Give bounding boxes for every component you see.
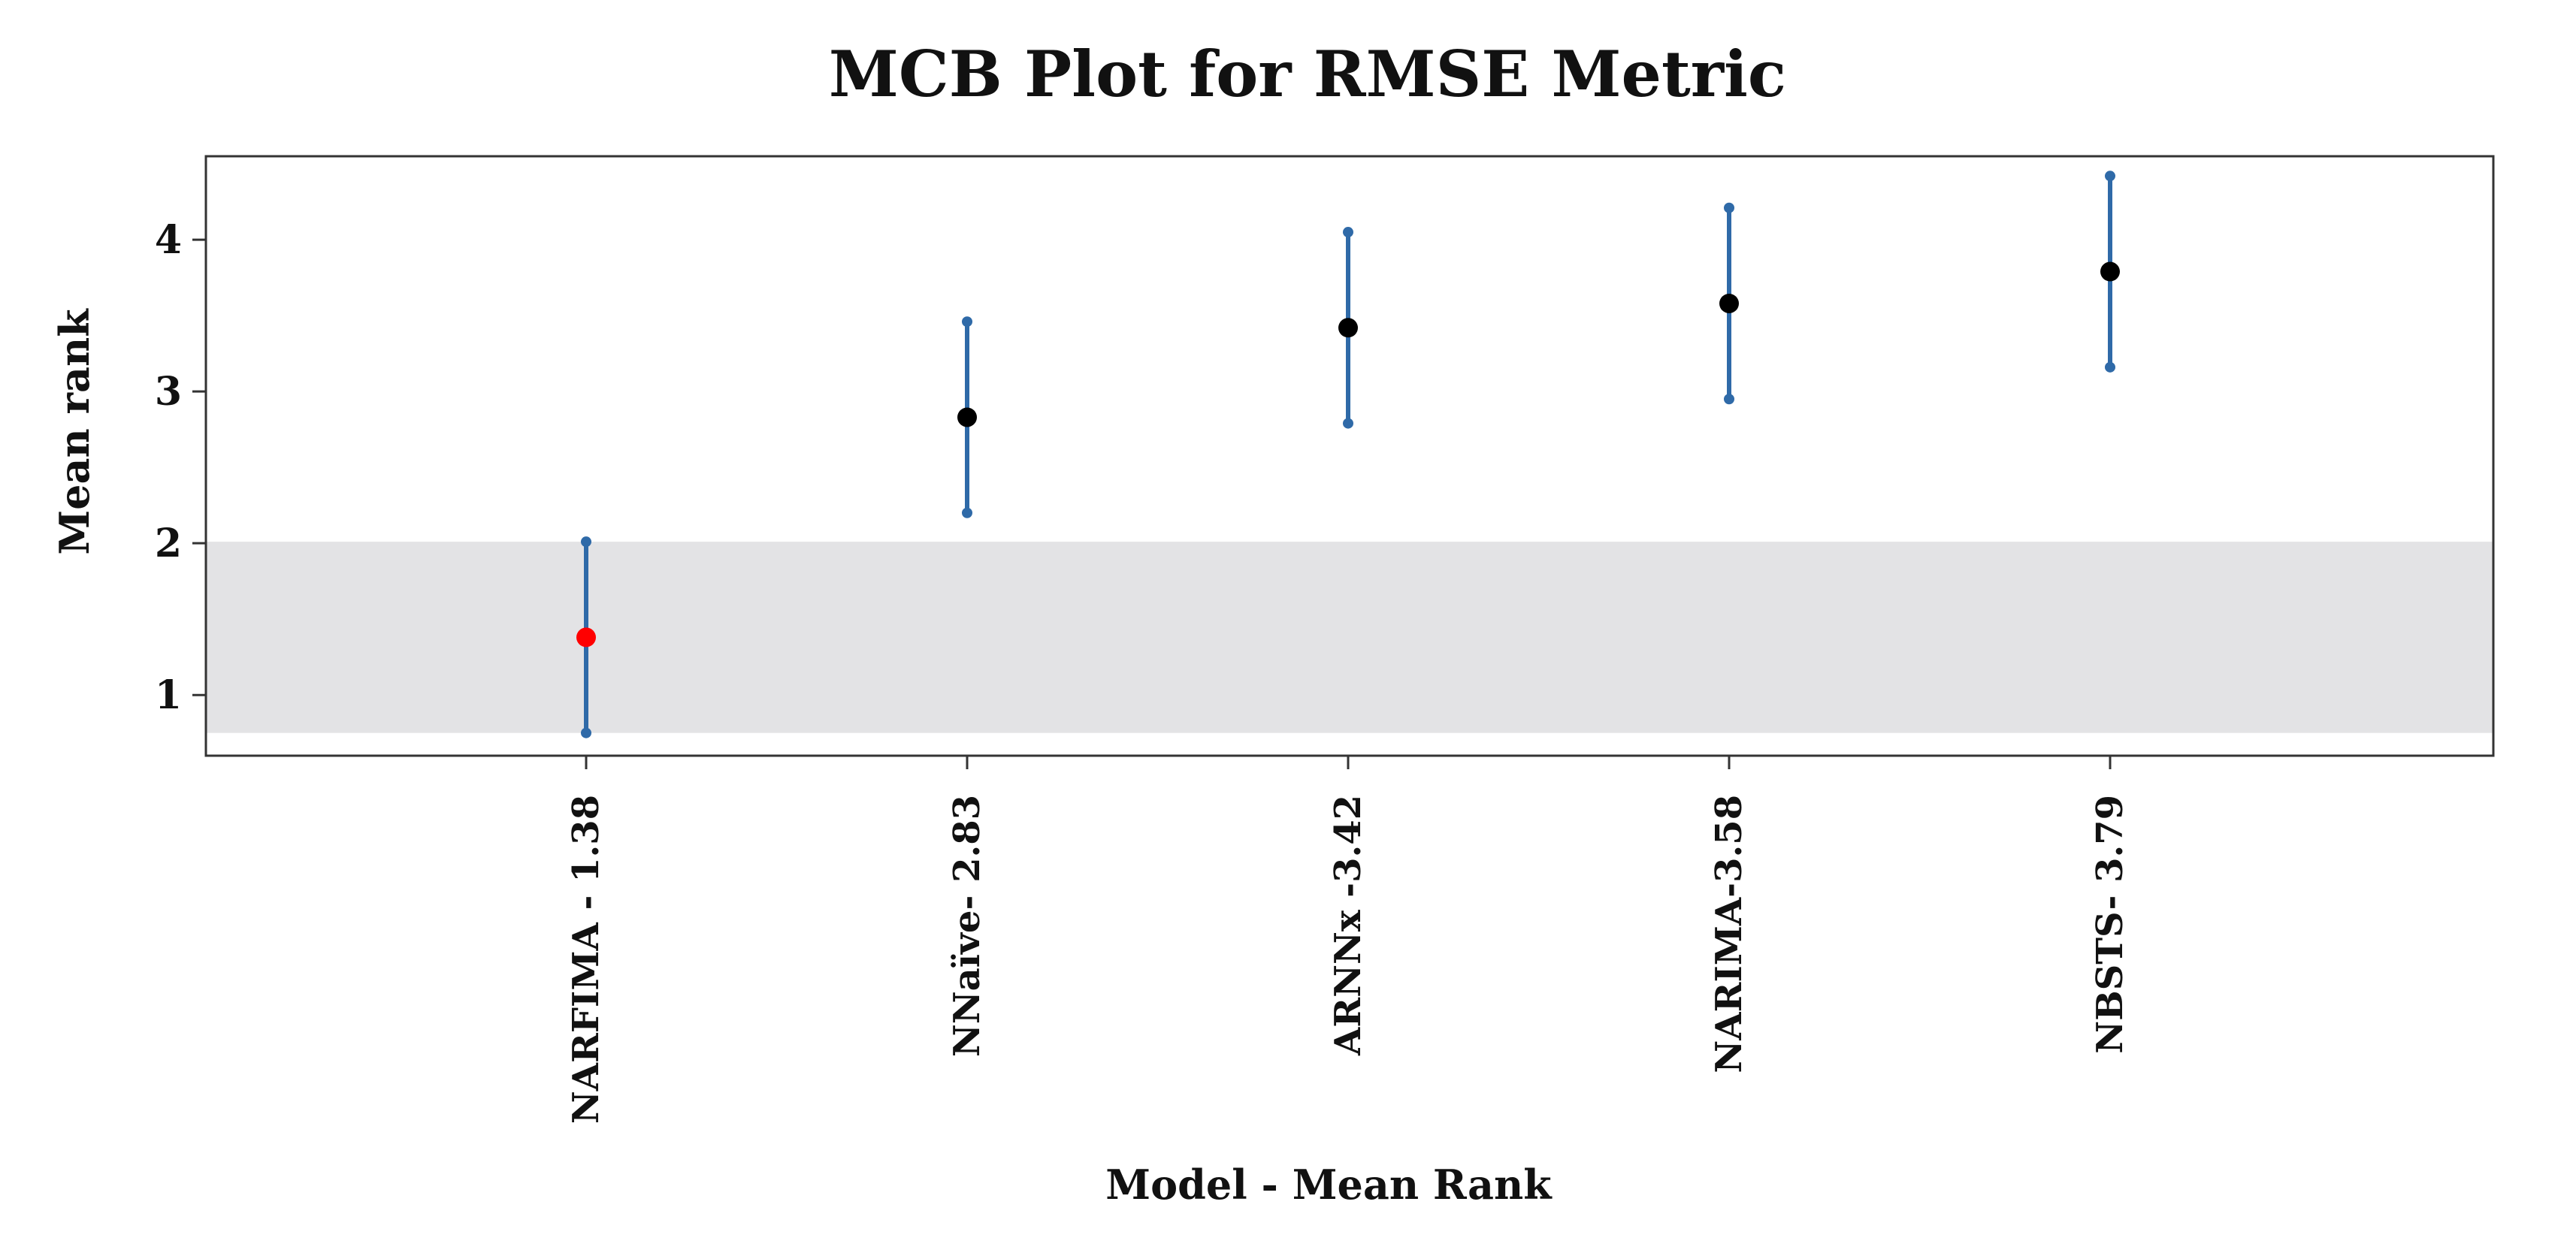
interval-lower-cap bbox=[581, 727, 591, 738]
interval-upper-cap bbox=[1724, 202, 1734, 213]
plot-frame bbox=[204, 155, 2495, 757]
y-tick-label: 3 bbox=[155, 369, 182, 415]
chart-marks bbox=[576, 171, 2120, 738]
y-tick-label: 2 bbox=[155, 521, 182, 566]
mean-point bbox=[2100, 261, 2120, 282]
interval-upper-cap bbox=[962, 316, 972, 328]
x-axis: NARFIMA - 1.38 NNaïve- 2.83 ARNNx -3.42 NAR… bbox=[565, 756, 2131, 1124]
x-tick-label: NNaïve- 2.83 bbox=[946, 795, 988, 1057]
mean-point bbox=[957, 407, 977, 427]
y-tick-label: 1 bbox=[155, 672, 182, 718]
x-tick-label: NARIMA-3.58 bbox=[1708, 795, 1750, 1073]
interval-lower-cap bbox=[1724, 394, 1734, 405]
x-axis-title: Model - Mean Rank bbox=[1105, 1161, 1553, 1209]
interval-upper-cap bbox=[1343, 227, 1353, 238]
interval-lower-cap bbox=[2105, 361, 2115, 373]
y-axis-title: Mean rank bbox=[50, 308, 98, 555]
y-axis: 1 2 3 4 bbox=[155, 217, 206, 718]
chart-title: MCB Plot for RMSE Metric bbox=[829, 37, 1786, 111]
interval-lower-cap bbox=[962, 507, 972, 518]
x-tick-label: NBSTS- 3.79 bbox=[2089, 795, 2131, 1054]
x-tick-label: NARFIMA - 1.38 bbox=[565, 795, 607, 1124]
best-mean-point bbox=[576, 627, 596, 648]
best-band bbox=[206, 542, 2493, 733]
interval-lower-cap bbox=[1343, 418, 1353, 429]
mean-point bbox=[1719, 293, 1739, 313]
best-band-layer bbox=[206, 542, 2493, 733]
x-tick-label: ARNNx -3.42 bbox=[1327, 795, 1369, 1056]
mean-point bbox=[1338, 318, 1358, 338]
y-tick-label: 4 bbox=[155, 217, 182, 263]
interval-upper-cap bbox=[2105, 171, 2115, 182]
interval-upper-cap bbox=[581, 536, 591, 548]
